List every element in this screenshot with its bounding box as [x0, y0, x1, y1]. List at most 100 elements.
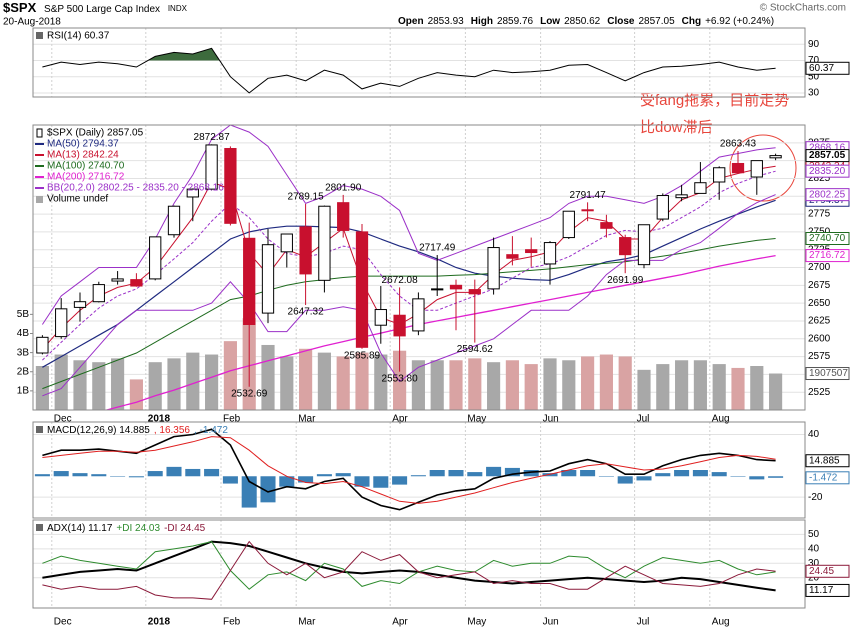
extreme-label: 2789.15 [288, 192, 325, 203]
candle-body [581, 209, 594, 212]
value-box-label: 2835.20 [809, 166, 846, 177]
histogram-bar [373, 476, 389, 488]
histogram-bar [110, 476, 126, 477]
candle-body [167, 205, 181, 236]
candle-body [55, 308, 68, 338]
candle-body [656, 195, 669, 220]
y-tick-label: 30 [808, 558, 820, 569]
histogram-bar [34, 474, 50, 477]
volume-bar [599, 354, 613, 410]
volume-bar [430, 360, 444, 410]
histogram-bar [486, 466, 502, 477]
legend-entry: BB(20,2.0) 2802.25 - 2835.20 - 2868.16 [47, 183, 224, 194]
value-box-label: 14.885 [809, 455, 840, 466]
value-box [805, 249, 850, 263]
value-box-label: 11.17 [809, 585, 834, 596]
candle-body [149, 236, 162, 280]
histogram-bar [91, 474, 107, 477]
histogram-bar [392, 476, 408, 485]
candle-body [562, 210, 575, 239]
volume-bar [148, 362, 162, 410]
value-box [805, 454, 850, 468]
volume-bar [317, 352, 331, 410]
volume-bar [35, 366, 49, 410]
candle-body [543, 242, 557, 265]
volume-bar [675, 360, 689, 410]
value-box [805, 564, 850, 578]
index-name: S&P 500 Large Cap Index [44, 4, 160, 15]
line [42, 165, 776, 350]
volume-bar [374, 354, 388, 410]
candle-body [468, 289, 481, 295]
histogram-bar [316, 474, 332, 477]
volume-bar [205, 354, 219, 410]
y-tick-label: 40 [808, 429, 820, 440]
y-tick-label: 2650 [808, 298, 831, 309]
volume-bar [280, 356, 294, 410]
band-line [41, 125, 776, 325]
y-tick-label: 20 [808, 572, 820, 583]
line [42, 47, 776, 94]
histogram-bar [185, 468, 201, 477]
candle-body [224, 148, 237, 224]
exchange: INDX [168, 4, 188, 13]
candle-body [750, 160, 763, 178]
histogram-bar [429, 470, 445, 477]
x-tick-label: 2018 [148, 617, 171, 628]
quote-value: 2859.76 [497, 16, 534, 27]
candle-body [318, 205, 331, 281]
value-box [805, 471, 850, 485]
value-box [805, 61, 850, 75]
y-tick-label: 2575 [808, 351, 831, 362]
volume-bar [637, 369, 651, 410]
volume-bar [712, 364, 726, 410]
line [42, 540, 776, 592]
y-tick-label: 2775 [808, 209, 831, 220]
histogram-bar [692, 470, 708, 477]
quote-value: +6.92 (+0.24%) [705, 16, 774, 27]
candle-body [431, 288, 444, 291]
line [42, 199, 776, 368]
candle-body [299, 226, 312, 275]
value-box-label: 1907507 [809, 368, 848, 379]
legend-entry: MA(100) 2740.70 [47, 161, 125, 172]
y-tick-label: 30 [808, 88, 820, 99]
volume-bar [524, 364, 538, 410]
extreme-label: 2801.90 [325, 183, 362, 194]
candle-body [506, 254, 519, 259]
extreme-label: 2647.32 [288, 307, 325, 318]
x-tick-label: Feb [223, 617, 241, 628]
candle-body [769, 155, 782, 159]
candle-body [412, 298, 425, 332]
y-tick-label: 50 [808, 71, 820, 82]
note-circle [729, 134, 797, 202]
histogram-bar [561, 470, 577, 477]
x-tick-label: 2018 [148, 414, 171, 425]
legend-icon [36, 32, 43, 39]
plot-area [34, 428, 784, 511]
legend-entry: ADX(14) 11.17 [47, 523, 113, 534]
extreme-label: 2672.08 [382, 275, 419, 286]
legend-entry: , 16.356 [154, 425, 191, 436]
line [42, 238, 776, 390]
volume-tick-label: 1B [17, 386, 30, 397]
value-box-label: 60.37 [809, 63, 834, 74]
candle-body [675, 194, 688, 199]
y-tick-label: 2825 [808, 173, 831, 184]
candle-body [261, 244, 275, 314]
volume-bar [543, 358, 557, 410]
candle-body [280, 233, 293, 253]
histogram-bar [335, 473, 351, 477]
legend-entry: Volume undef [47, 194, 108, 205]
volume-bar [505, 360, 519, 410]
x-tick-label: Aug [712, 617, 730, 628]
line [42, 541, 776, 590]
quote-value: 2857.05 [638, 16, 675, 27]
line [42, 170, 776, 361]
x-tick-label: Aug [712, 414, 730, 425]
x-tick-label: Dec [54, 617, 72, 628]
volume-bar [54, 354, 68, 410]
